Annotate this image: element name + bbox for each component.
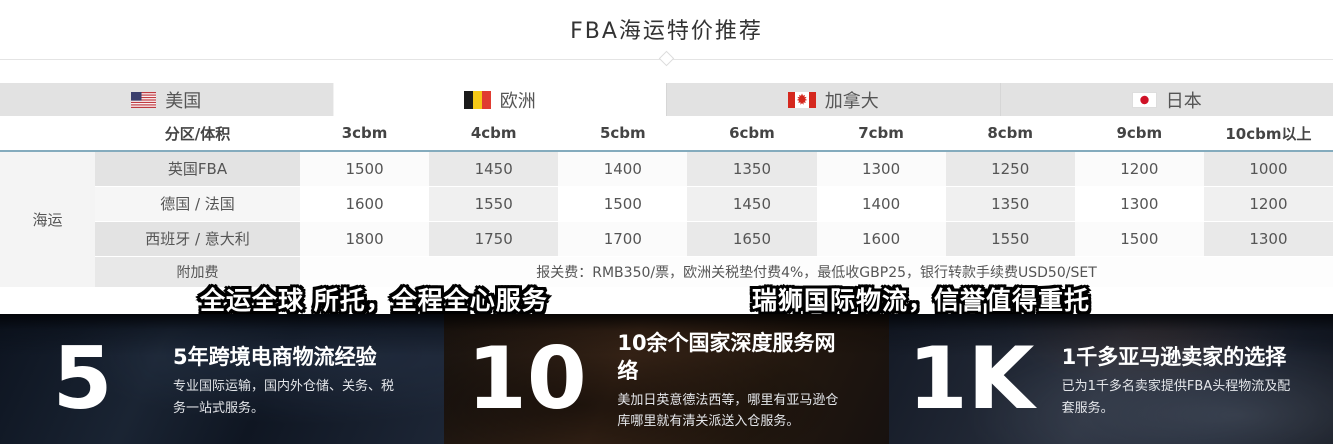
tab-canada-label: 加拿大 xyxy=(824,90,879,112)
section-title: FBA海运特价推荐 xyxy=(570,19,763,44)
column-header: 3cbm xyxy=(300,116,430,151)
price-cell: 1200 xyxy=(1074,151,1204,187)
belgium-flag-icon xyxy=(463,90,491,109)
price-cell: 1300 xyxy=(1203,221,1333,257)
price-cell: 1400 xyxy=(558,151,688,187)
stat-network: 10 10余个国家深度服务网络 美加日英意德法西等，哪里有亚马逊仓库哪里就有清关… xyxy=(444,313,889,444)
price-cell: 1450 xyxy=(429,151,559,187)
table-row-uk-fba: 海运 英国FBA 1500 1450 1400 1350 1300 1250 1… xyxy=(0,151,1333,288)
column-header: 5cbm xyxy=(558,116,688,151)
column-header: 分区/体积 xyxy=(95,116,300,151)
price-cell: 1300 xyxy=(1074,186,1204,222)
price-cell: 1650 xyxy=(687,221,817,257)
stat-heading: 1千多亚马逊卖家的选择 xyxy=(1061,344,1287,369)
column-header: 7cbm xyxy=(816,116,946,151)
price-cell: 1600 xyxy=(816,221,946,257)
price-cell: 1500 xyxy=(1074,221,1204,257)
stat-number: 10 xyxy=(466,328,587,429)
slogan-left: 全运全球 所托，全程全心服务 xyxy=(198,283,550,317)
price-cell: 1250 xyxy=(945,151,1075,187)
japan-flag-icon xyxy=(1131,91,1157,108)
price-cell: 1750 xyxy=(429,221,559,257)
table-row-germany-france: 德国 / 法国 1600 1550 1500 1450 1400 1350 13… xyxy=(0,186,1333,222)
surcharge-text: 报关费：RMB350/票，欧洲关税垫付费4%，最低收GBP25，银行转款手续费U… xyxy=(300,256,1333,288)
stat-content: 1千多亚马逊卖家的选择 已为1千多名卖家提供FBA头程物流及配套服务。 xyxy=(1054,338,1333,419)
country-tabs: 美国 欧洲 加拿大 xyxy=(0,83,1333,116)
price-cell: 1000 xyxy=(1203,151,1333,187)
price-cell: 1500 xyxy=(558,186,688,222)
stat-heading: 10余个国家深度服务网络 xyxy=(617,331,836,383)
usa-flag-icon xyxy=(131,91,157,108)
price-cell: 1350 xyxy=(687,151,817,187)
price-table: 分区/体积 3cbm 4cbm 5cbm 6cbm 7cbm 8cbm 9cbm… xyxy=(0,116,1333,288)
diamond-divider-icon xyxy=(658,50,674,67)
zone-label: 西班牙 / 意大利 xyxy=(95,221,300,257)
stat-body: 已为1千多名卖家提供FBA头程物流及配套服务。 xyxy=(1061,379,1291,416)
stat-heading: 5年跨境电商物流经验 xyxy=(173,344,377,369)
stat-experience: 5 5年跨境电商物流经验 专业国际运输，国内外仓储、关务、税务一站式服务。 xyxy=(0,313,445,444)
column-header: 8cbm xyxy=(945,116,1075,151)
price-cell: 1700 xyxy=(558,221,688,257)
tab-usa[interactable]: 美国 xyxy=(0,83,333,116)
zone-label: 德国 / 法国 xyxy=(95,186,300,222)
title-divider xyxy=(0,50,1333,67)
row-group-label: 海运 xyxy=(0,151,95,288)
price-cell: 1400 xyxy=(816,186,946,222)
tab-europe[interactable]: 欧洲 xyxy=(332,83,666,116)
canada-flag-icon xyxy=(787,91,816,108)
price-cell: 1450 xyxy=(687,186,817,222)
table-header-row: 分区/体积 3cbm 4cbm 5cbm 6cbm 7cbm 8cbm 9cbm… xyxy=(0,116,1333,151)
price-cell: 1550 xyxy=(945,221,1075,257)
tab-europe-label: 欧洲 xyxy=(499,90,536,112)
table-row-surcharge: 附加费 报关费：RMB350/票，欧洲关税垫付费4%，最低收GBP25，银行转款… xyxy=(0,256,1333,288)
price-cell: 1800 xyxy=(300,221,430,257)
stat-content: 5年跨境电商物流经验 专业国际运输，国内外仓储、关务、税务一站式服务。 xyxy=(165,338,444,419)
price-cell: 1600 xyxy=(300,186,430,222)
column-header: 10cbm以上 xyxy=(1203,116,1333,151)
tab-usa-label: 美国 xyxy=(165,90,202,112)
slogan-right: 瑞狮国际物流，信誉值得重托 xyxy=(749,283,1091,317)
stat-sellers: 1K 1千多亚马逊卖家的选择 已为1千多名卖家提供FBA头程物流及配套服务。 xyxy=(888,313,1333,444)
price-cell: 1350 xyxy=(945,186,1075,222)
tab-canada[interactable]: 加拿大 xyxy=(666,83,1000,116)
stat-body: 专业国际运输，国内外仓储、关务、税务一站式服务。 xyxy=(173,379,395,416)
slogan-banner: 全运全球 所托，全程全心服务 瑞狮国际物流，信誉值得重托 xyxy=(0,283,1333,317)
stat-number: 5 xyxy=(52,328,113,429)
stat-content: 10余个国家深度服务网络 美加日英意德法西等，哪里有亚马逊仓库哪里就有清关派送入… xyxy=(609,324,888,432)
surcharge-label: 附加费 xyxy=(95,256,300,288)
table-row-spain-italy: 西班牙 / 意大利 1800 1750 1700 1650 1600 1550 … xyxy=(0,221,1333,257)
tab-japan[interactable]: 日本 xyxy=(999,83,1333,116)
stat-number: 1K xyxy=(907,328,1035,429)
zone-label: 英国FBA xyxy=(95,151,300,187)
price-cell: 1550 xyxy=(429,186,559,222)
price-cell: 1200 xyxy=(1203,186,1333,222)
column-header: 6cbm xyxy=(687,116,817,151)
stats-strip: 5 5年跨境电商物流经验 专业国际运输，国内外仓储、关务、税务一站式服务。 10… xyxy=(0,313,1333,444)
column-header: 4cbm xyxy=(429,116,559,151)
column-header: 9cbm xyxy=(1074,116,1204,151)
corner-cell xyxy=(0,116,95,151)
tab-japan-label: 日本 xyxy=(1165,90,1202,112)
stat-body: 美加日英意德法西等，哪里有亚马逊仓库哪里就有清关派送入仓服务。 xyxy=(617,392,839,430)
price-cell: 1300 xyxy=(816,151,946,187)
price-cell: 1500 xyxy=(300,151,430,187)
